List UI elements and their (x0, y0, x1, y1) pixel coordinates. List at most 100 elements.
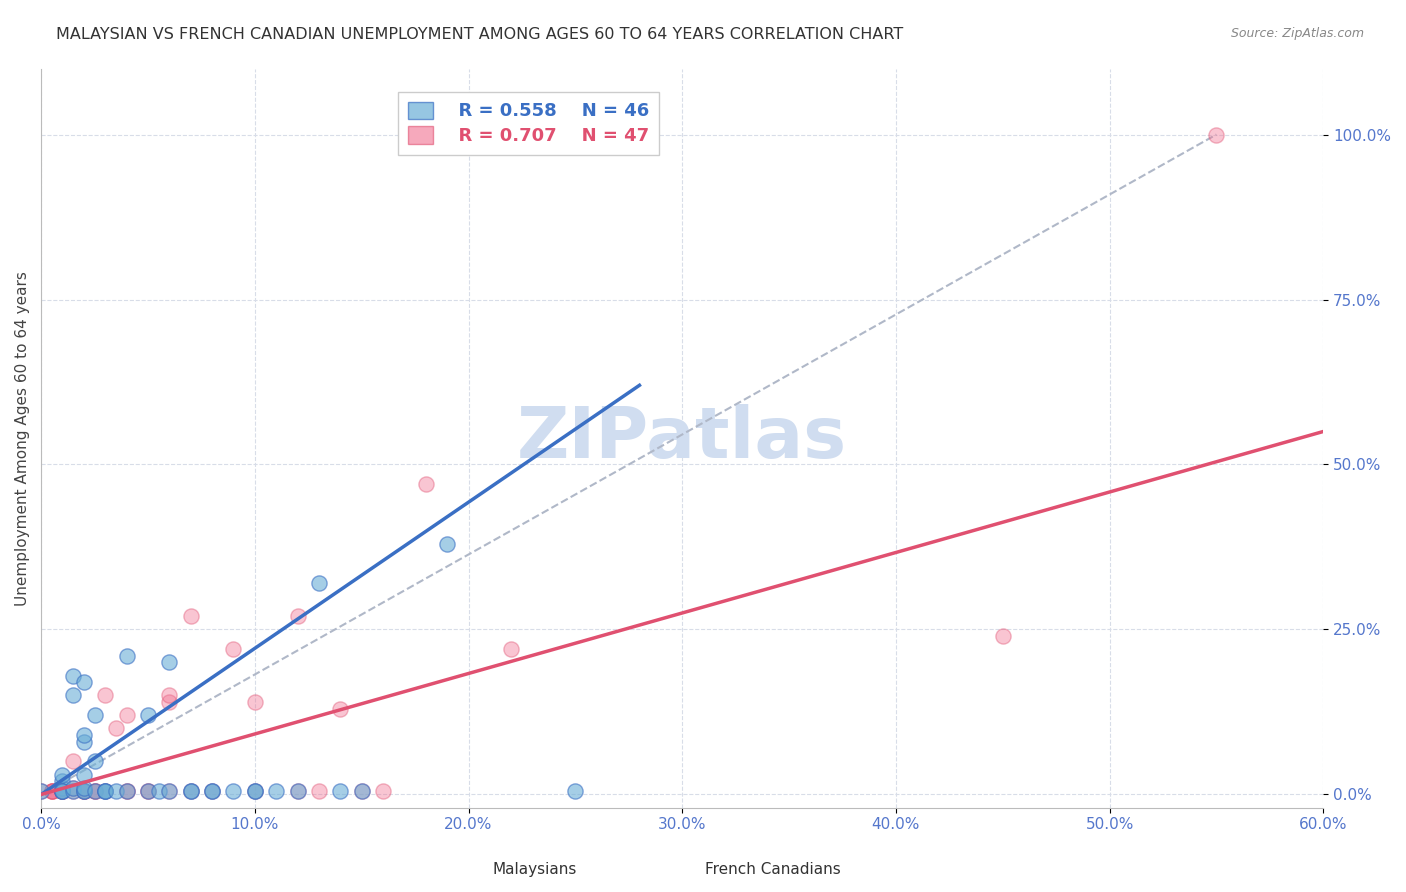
Point (287, 784, 309, 798)
Point (73, 784, 96, 798)
Point (62, 784, 84, 798)
Point (415, 477, 437, 491)
Point (157, 695, 180, 709)
Point (51, 784, 73, 798)
Point (287, 784, 309, 798)
Point (73, 784, 96, 798)
Point (51, 784, 73, 798)
Point (51, 784, 73, 798)
Point (136, 784, 159, 798)
Point (73, 675, 96, 690)
Text: ZIPatlas: ZIPatlas (517, 403, 848, 473)
Point (62, 780, 84, 795)
Point (436, 537, 458, 551)
Point (201, 784, 224, 798)
Point (350, 784, 373, 798)
Point (83, 784, 105, 798)
Point (157, 689, 180, 703)
Point (243, 784, 266, 798)
Legend:   R = 0.558    N = 46,   R = 0.707    N = 47: R = 0.558 N = 46, R = 0.707 N = 47 (398, 92, 659, 154)
Point (136, 708, 159, 723)
Point (222, 784, 245, 798)
Point (371, 784, 394, 798)
Point (157, 784, 180, 798)
Point (51, 784, 73, 798)
Point (264, 784, 287, 798)
Point (157, 656, 180, 670)
Point (30, 784, 52, 798)
Point (115, 784, 138, 798)
Point (73, 780, 96, 795)
Point (104, 722, 127, 736)
Point (115, 648, 138, 663)
Point (180, 784, 202, 798)
Point (41, 784, 63, 798)
Point (83, 784, 105, 798)
Point (51, 767, 73, 781)
Point (308, 784, 330, 798)
Point (62, 689, 84, 703)
Point (329, 701, 352, 715)
Y-axis label: Unemployment Among Ages 60 to 64 years: Unemployment Among Ages 60 to 64 years (15, 270, 30, 606)
Point (94, 784, 117, 798)
Point (73, 734, 96, 748)
Point (51, 784, 73, 798)
Point (94, 784, 117, 798)
Point (51, 780, 73, 795)
Point (51, 774, 73, 789)
Point (222, 642, 245, 657)
Point (51, 784, 73, 798)
Point (201, 784, 224, 798)
Text: Malaysians: Malaysians (492, 863, 576, 877)
Point (991, 629, 1014, 643)
Point (73, 784, 96, 798)
Point (350, 784, 373, 798)
Point (83, 755, 105, 769)
Point (94, 784, 117, 798)
Point (243, 695, 266, 709)
Point (148, 784, 170, 798)
Point (501, 642, 523, 657)
Point (83, 708, 105, 723)
Point (62, 668, 84, 682)
Text: Source: ZipAtlas.com: Source: ZipAtlas.com (1230, 27, 1364, 40)
Point (287, 609, 309, 624)
Point (51, 784, 73, 798)
Point (1205, 128, 1227, 142)
Point (243, 784, 266, 798)
Point (73, 784, 96, 798)
Point (243, 784, 266, 798)
Point (41, 784, 63, 798)
Point (41, 784, 63, 798)
Point (201, 784, 224, 798)
Point (329, 784, 352, 798)
Point (62, 755, 84, 769)
Point (51, 784, 73, 798)
Point (73, 784, 96, 798)
Point (73, 728, 96, 742)
Point (180, 784, 202, 798)
Point (180, 784, 202, 798)
Point (115, 784, 138, 798)
Point (83, 784, 105, 798)
Point (94, 784, 117, 798)
Point (308, 576, 330, 591)
Point (83, 784, 105, 798)
Point (104, 784, 127, 798)
Text: French Canadians: French Canadians (706, 863, 841, 877)
Point (136, 784, 159, 798)
Point (115, 784, 138, 798)
Point (73, 767, 96, 781)
Point (30, 784, 52, 798)
Point (157, 784, 180, 798)
Point (94, 689, 117, 703)
Point (62, 784, 84, 798)
Point (115, 708, 138, 723)
Point (41, 784, 63, 798)
Text: MALAYSIAN VS FRENCH CANADIAN UNEMPLOYMENT AMONG AGES 60 TO 64 YEARS CORRELATION : MALAYSIAN VS FRENCH CANADIAN UNEMPLOYMEN… (56, 27, 904, 42)
Point (136, 784, 159, 798)
Point (564, 784, 586, 798)
Point (62, 780, 84, 795)
Point (73, 784, 96, 798)
Point (180, 609, 202, 624)
